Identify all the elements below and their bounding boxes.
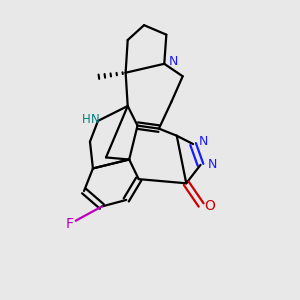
- Text: N: N: [208, 158, 217, 171]
- Text: N: N: [169, 55, 178, 68]
- Text: H: H: [82, 113, 91, 126]
- Text: N: N: [91, 113, 99, 126]
- Text: O: O: [204, 200, 215, 214]
- Text: N: N: [199, 135, 208, 148]
- Text: F: F: [65, 217, 73, 231]
